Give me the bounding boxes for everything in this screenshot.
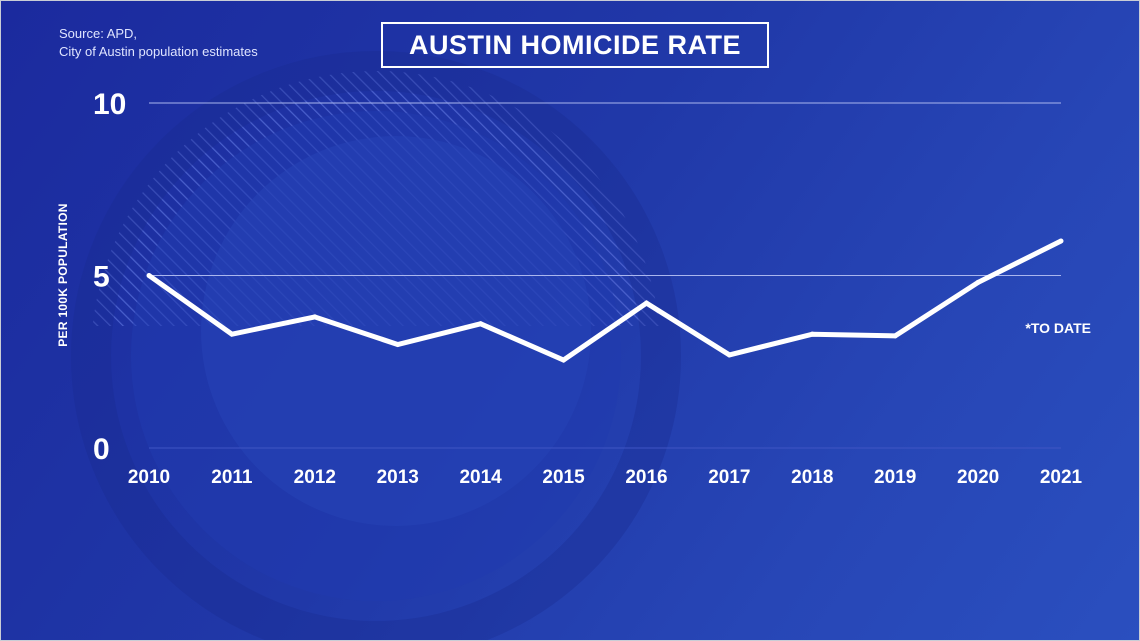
data-point-2020 xyxy=(975,279,981,285)
to-date-note: *TO DATE xyxy=(1025,320,1091,336)
y-tick-label: 10 xyxy=(93,88,126,121)
y-tick-label: 0 xyxy=(93,433,110,466)
x-tick-label: 2017 xyxy=(708,467,750,488)
x-tick-label: 2019 xyxy=(874,467,916,488)
background-decoration xyxy=(71,51,681,640)
x-tick-label: 2013 xyxy=(377,467,419,488)
x-tick-label: 2016 xyxy=(625,467,667,488)
data-point-2016 xyxy=(643,300,649,306)
data-point-2013 xyxy=(395,342,401,347)
y-tick-labels: 0 5 10 xyxy=(93,88,126,466)
x-tick-label: 2011 xyxy=(211,467,253,488)
data-point-2018 xyxy=(809,331,815,337)
data-point-2014 xyxy=(478,321,484,327)
gridlines xyxy=(149,102,1061,449)
x-tick-label: 2018 xyxy=(791,467,833,488)
data-point-2012 xyxy=(312,314,318,320)
x-tick-label: 2015 xyxy=(542,467,585,488)
source-note: Source: APD, City of Austin population e… xyxy=(59,25,258,61)
data-point-2019 xyxy=(892,333,898,339)
source-line-1: Source: APD, xyxy=(59,26,138,41)
x-tick-labels: 2010 2011 2012 2013 2014 2015 2016 2017 2018 2019… xyxy=(128,467,1083,488)
data-point-2017 xyxy=(726,352,732,358)
x-tick-label: 2020 xyxy=(957,467,999,488)
x-tick-label: 2012 xyxy=(294,467,336,488)
chart-title: AUSTIN HOMICIDE RATE xyxy=(409,29,741,60)
data-point-2010 xyxy=(146,273,152,278)
series-line xyxy=(147,238,1063,363)
data-point-2021 xyxy=(1058,238,1064,244)
source-line-2: City of Austin population estimates xyxy=(59,44,258,59)
series-line-group xyxy=(146,238,1064,363)
x-tick-label: 2010 xyxy=(128,467,170,488)
x-tick-label: 2021 xyxy=(1040,467,1083,488)
y-tick-label: 5 xyxy=(93,261,110,294)
y-axis-label: PER 100K POPULATION xyxy=(56,203,70,347)
chart-title-box: AUSTIN HOMICIDE RATE xyxy=(381,22,769,68)
data-point-2011 xyxy=(229,331,235,337)
x-tick-label: 2014 xyxy=(459,467,502,488)
data-point-2015 xyxy=(561,357,567,363)
